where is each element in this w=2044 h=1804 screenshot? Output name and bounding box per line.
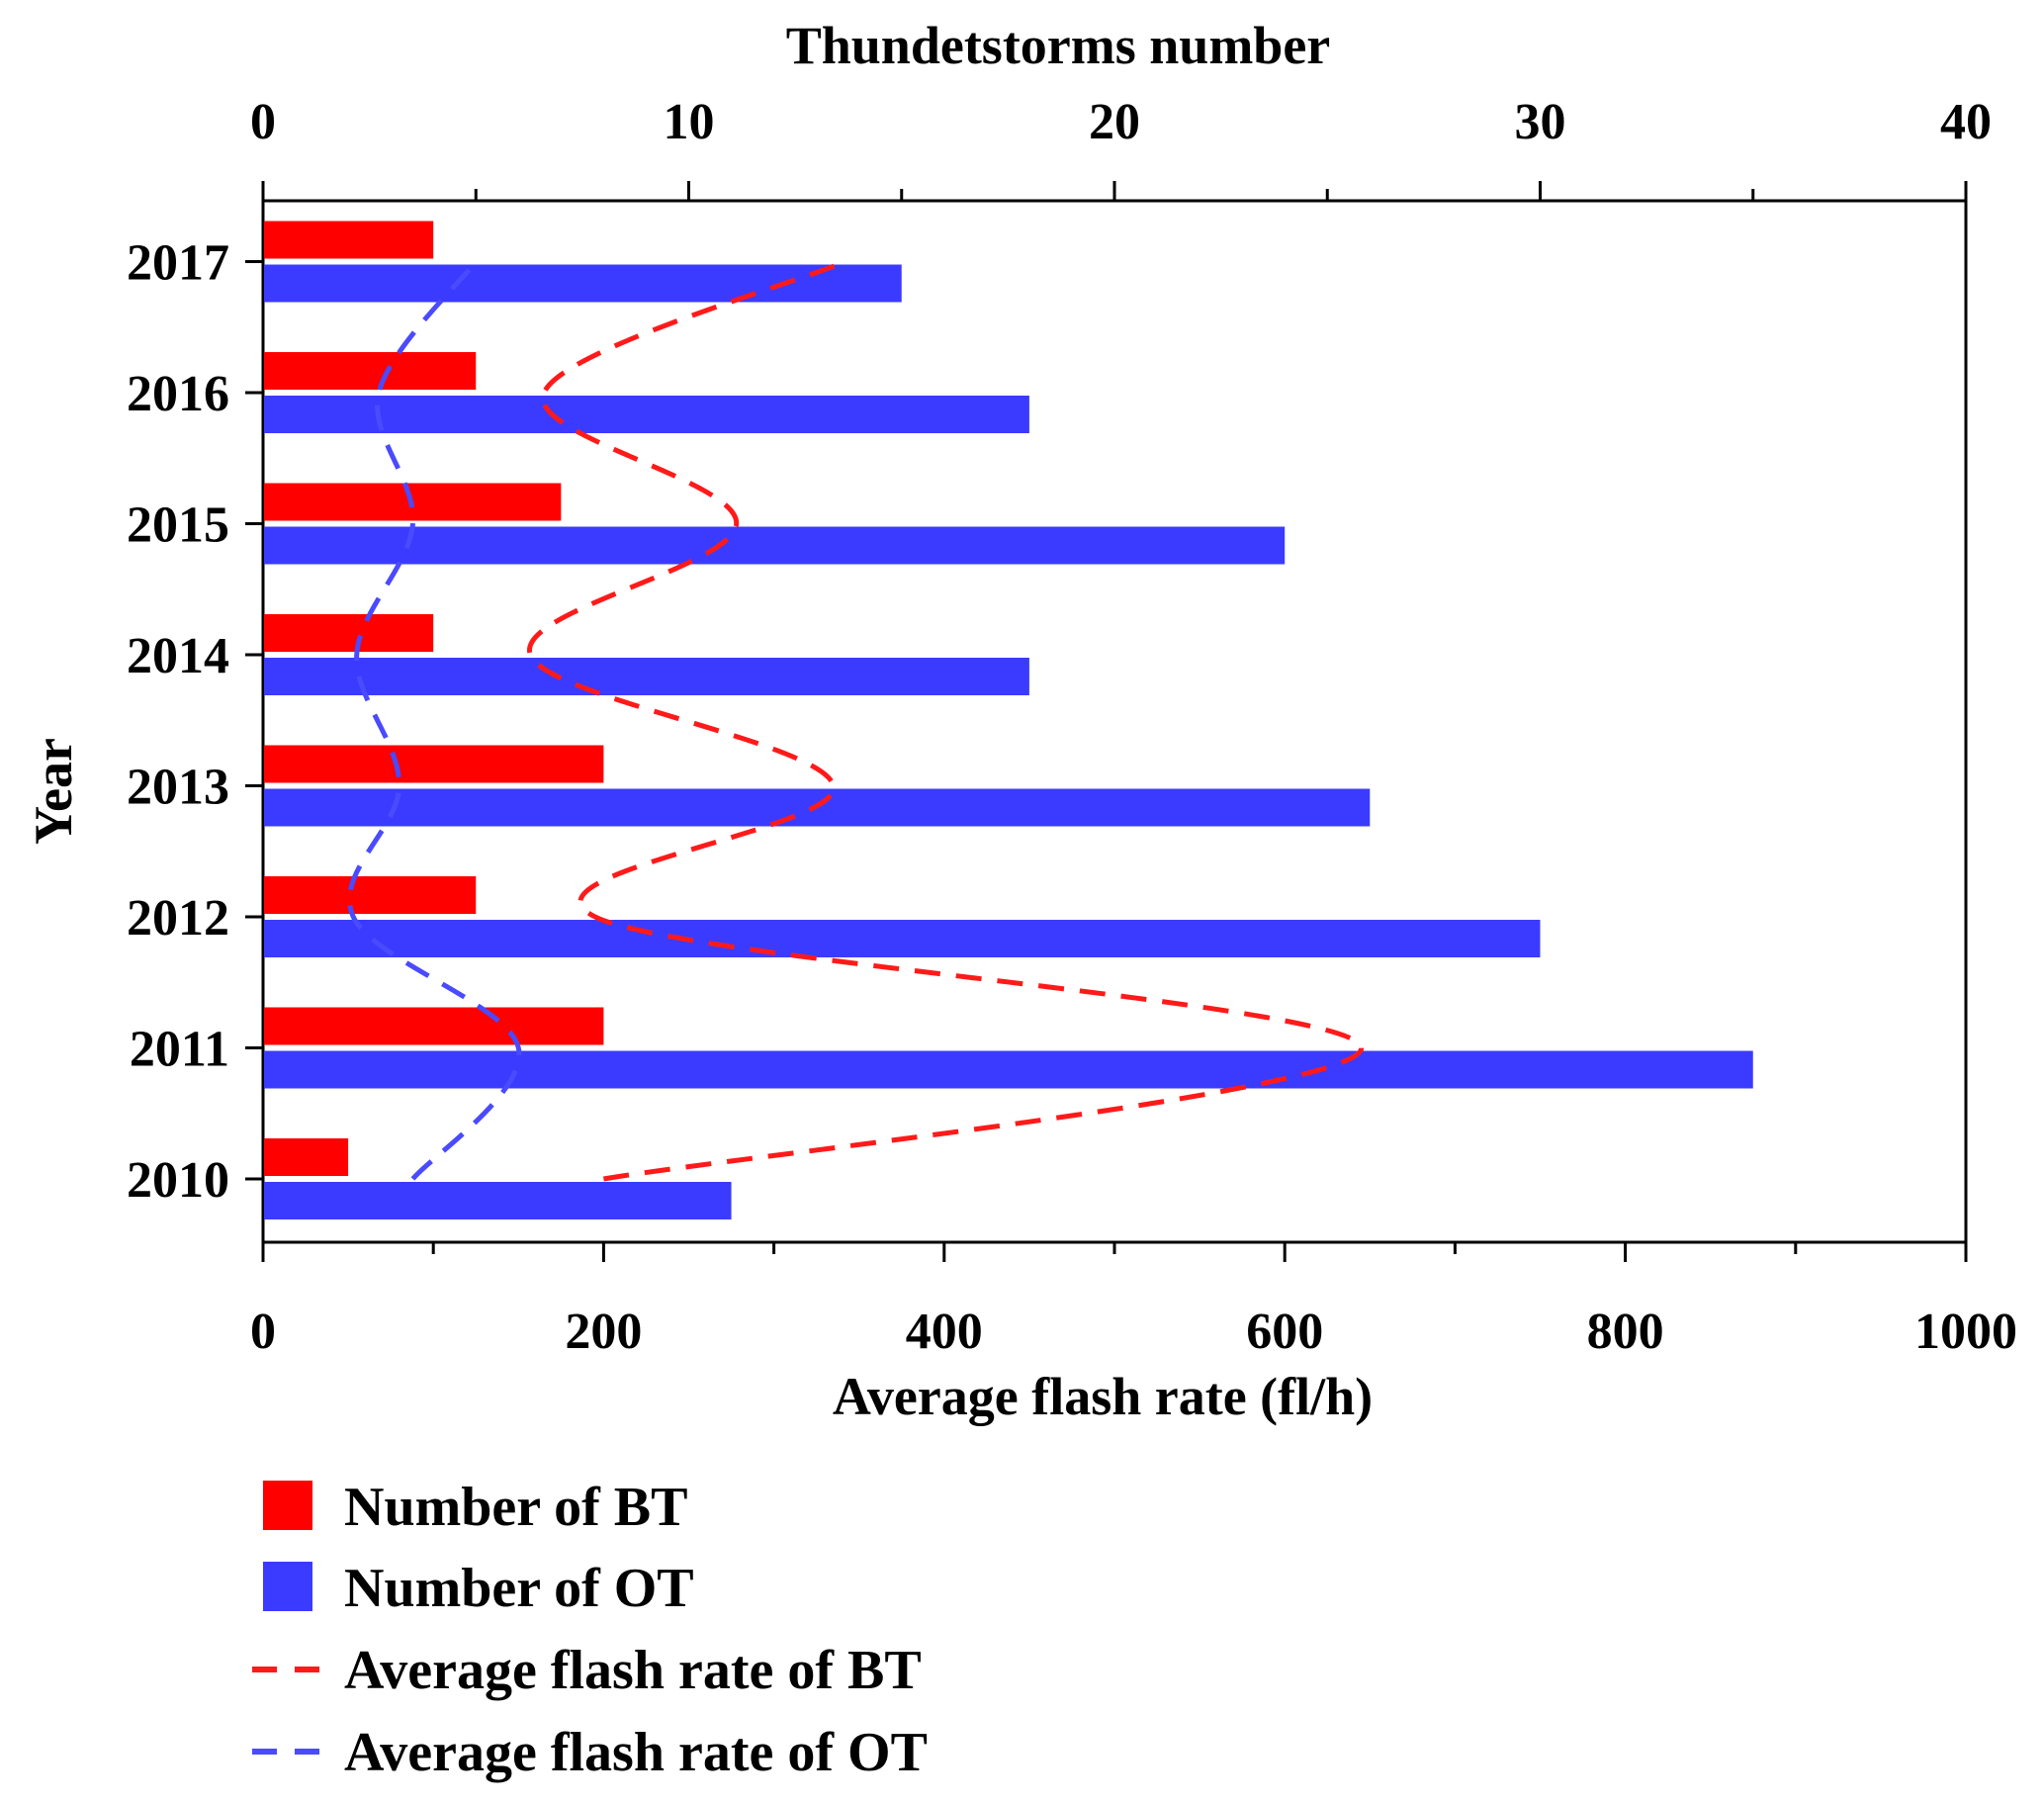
bar-bt-2014 [264, 614, 434, 652]
bottom-tick-label-400: 400 [906, 1304, 983, 1360]
top-tick-label-40: 40 [1940, 94, 1992, 150]
bottom-axis-title: Average flash rate (fl/h) [833, 1367, 1373, 1426]
line-bt-flash-rate [527, 259, 1365, 1182]
ticks-group [245, 181, 1968, 1262]
bar-ot-2012 [264, 920, 1541, 957]
bottom-tick-label-0: 0 [250, 1304, 276, 1360]
legend-label-4: Average flash rate of OT [344, 1722, 928, 1783]
legend-label-2: Number of OT [344, 1558, 694, 1619]
top-tick-label-10: 10 [664, 94, 715, 150]
top-axis-title: Thundetstorms number [786, 16, 1331, 75]
line-ot-flash-rate [346, 260, 522, 1181]
bar-ot-2016 [264, 396, 1029, 433]
y-tick-label-2016: 2016 [127, 366, 229, 422]
bottom-tick-label-600: 600 [1246, 1304, 1323, 1360]
bar-ot-2011 [264, 1050, 1753, 1089]
top-tick-label-0: 0 [250, 94, 276, 150]
bar-bt-2011 [264, 1007, 604, 1045]
bar-bt-2012 [264, 876, 477, 914]
y-tick-label-2014: 2014 [127, 628, 229, 684]
labels-group: Thundetstorms number Average flash rate … [24, 16, 2017, 1426]
bottom-tick-label-800: 800 [1587, 1304, 1664, 1360]
legend-label-1: Number of BT [344, 1477, 687, 1538]
y-tick-label-2017: 2017 [127, 235, 229, 292]
y-tick-label-2010: 2010 [127, 1152, 229, 1209]
y-tick-label-2015: 2015 [127, 497, 229, 554]
top-tick-label-20: 20 [1089, 94, 1140, 150]
y-tick-label-2011: 2011 [130, 1022, 229, 1078]
bar-bt-2010 [264, 1138, 349, 1176]
legend-label-3: Average flash rate of BT [344, 1640, 922, 1701]
bar-bt-2016 [264, 352, 477, 390]
y-tick-label-2012: 2012 [127, 890, 229, 947]
y-tick-label-2013: 2013 [127, 760, 229, 816]
bars-group [264, 221, 1753, 1219]
bar-ot-2015 [264, 526, 1286, 565]
bar-ot-2017 [264, 264, 902, 303]
bar-ot-2014 [264, 658, 1029, 695]
top-tick-label-30: 30 [1515, 94, 1566, 150]
bottom-tick-label-1000: 1000 [1914, 1304, 2017, 1360]
legend-swatch-1 [263, 1481, 312, 1530]
bottom-tick-label-200: 200 [565, 1304, 642, 1360]
bar-bt-2017 [264, 221, 434, 259]
lines-group [346, 259, 1365, 1182]
legend-swatch-2 [263, 1562, 312, 1611]
bar-bt-2013 [264, 745, 604, 783]
bar-ot-2010 [264, 1182, 732, 1219]
y-axis-title: Year [24, 738, 83, 845]
legend: Number of BT Number of OT Average flash ra… [252, 1477, 928, 1783]
